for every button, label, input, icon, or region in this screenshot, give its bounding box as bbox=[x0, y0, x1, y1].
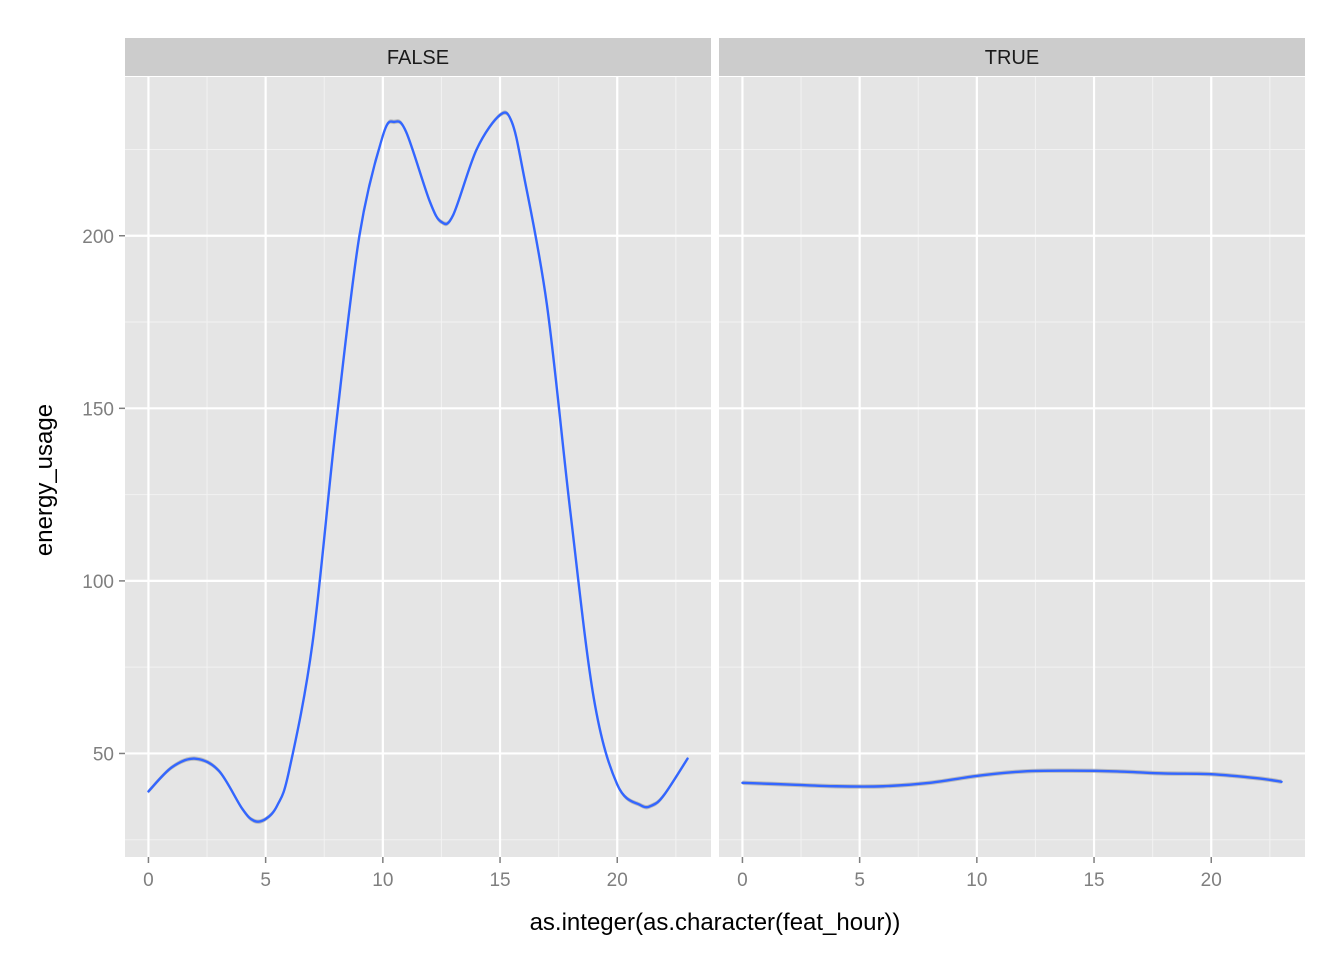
panel-background bbox=[719, 77, 1305, 857]
y-axis-title: energy_usage bbox=[31, 404, 58, 556]
x-tick-label: 0 bbox=[737, 870, 748, 891]
smooth-line-false bbox=[147, 111, 689, 823]
x-tick-label: 10 bbox=[372, 870, 393, 891]
y-tick-label: 150 bbox=[82, 399, 114, 420]
facet-panels: FALSE 0 5 10 15 20 TRUE 0 5 10 15 20 bbox=[125, 38, 1305, 891]
panel-background bbox=[125, 77, 711, 857]
facet-strip-label: TRUE bbox=[985, 47, 1039, 69]
facet-strip bbox=[125, 38, 711, 76]
x-tick-label: 20 bbox=[607, 870, 628, 891]
x-tick-label: 20 bbox=[1201, 870, 1222, 891]
x-tick-label: 10 bbox=[966, 870, 987, 891]
facet-strip bbox=[719, 38, 1305, 76]
facet-panel-true: TRUE 0 5 10 15 20 bbox=[719, 38, 1305, 891]
facet-panel-false: FALSE 0 5 10 15 20 bbox=[125, 38, 711, 891]
y-tick-label: 100 bbox=[82, 572, 114, 593]
x-axis-title: as.integer(as.character(feat_hour)) bbox=[530, 909, 901, 936]
y-axis: 50 100 150 200 bbox=[82, 227, 125, 765]
x-tick-label: 5 bbox=[260, 870, 271, 891]
y-tick-label: 200 bbox=[82, 227, 114, 248]
x-tick-label: 0 bbox=[143, 870, 154, 891]
facet-strip-label: FALSE bbox=[387, 47, 449, 69]
y-tick-label: 50 bbox=[93, 744, 114, 765]
x-tick-label: 5 bbox=[854, 870, 865, 891]
x-tick-label: 15 bbox=[1083, 870, 1104, 891]
x-tick-label: 15 bbox=[489, 870, 510, 891]
